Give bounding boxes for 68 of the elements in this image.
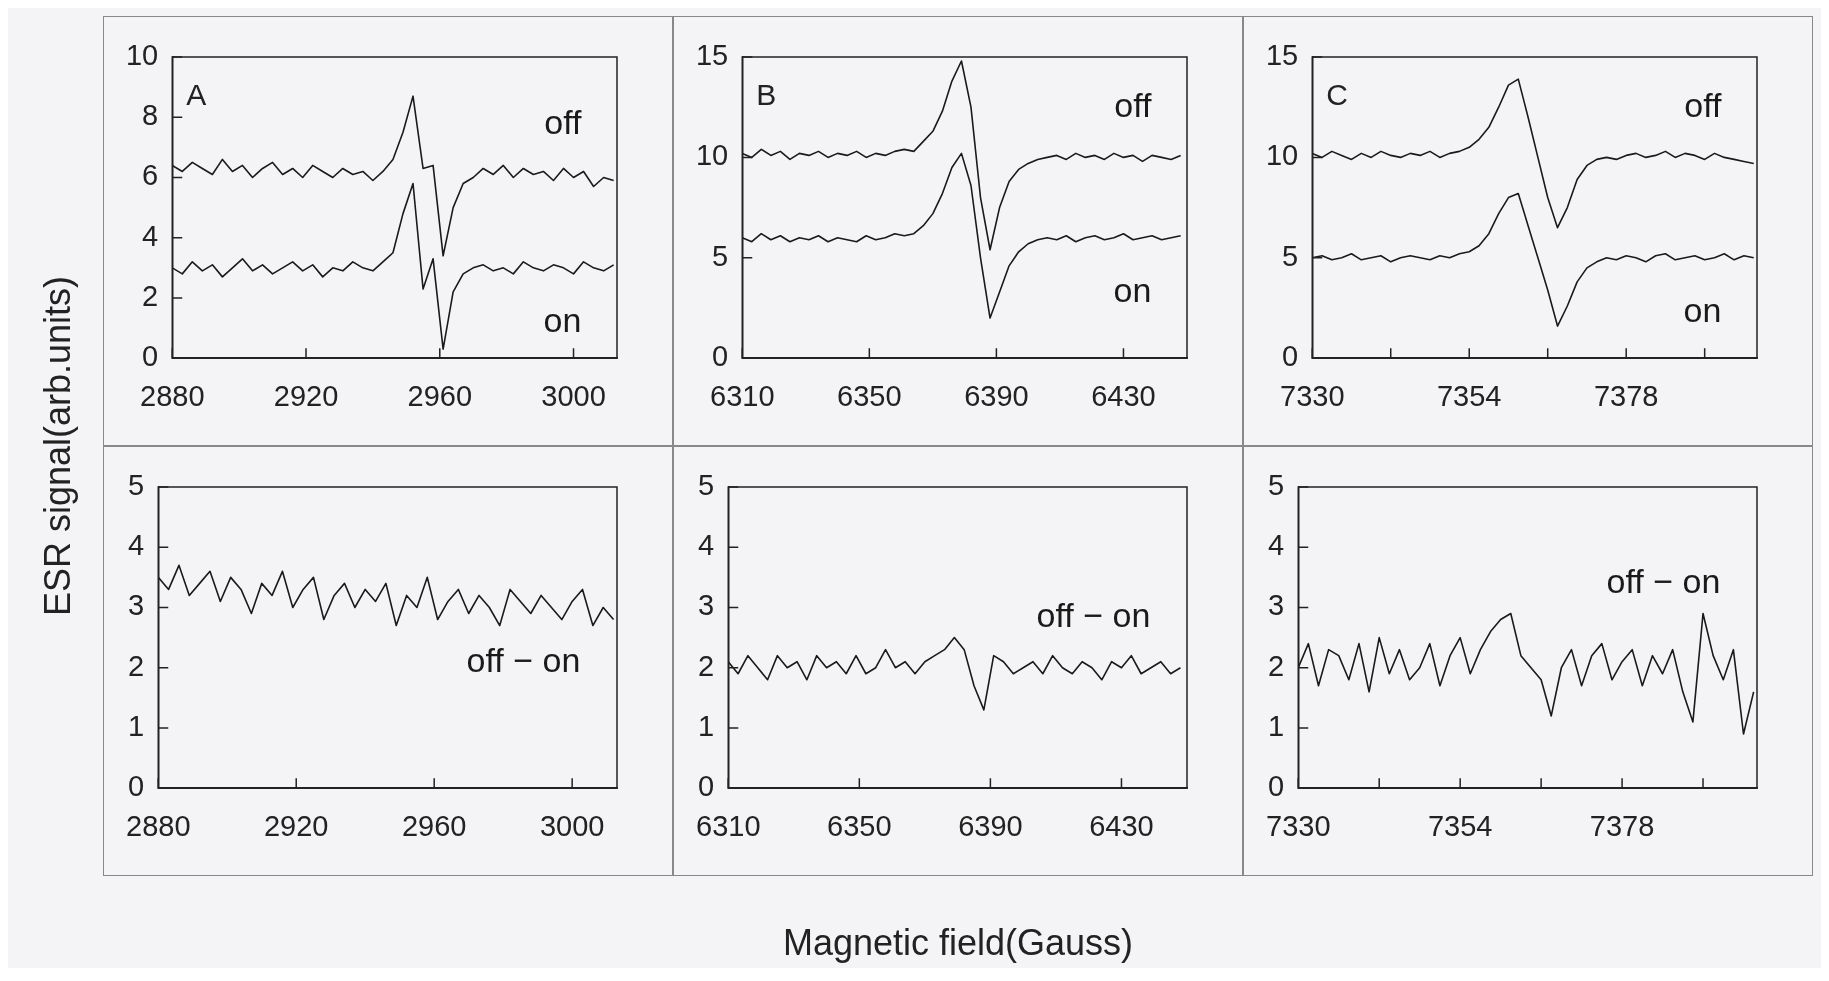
y-tick-label: 4 xyxy=(128,529,145,562)
series-label: on xyxy=(543,301,582,340)
y-tick-label: 5 xyxy=(1282,239,1299,272)
series-label: on xyxy=(1113,271,1152,310)
y-tick-label: 2 xyxy=(698,649,715,682)
x-axis-title: Magnetic field(Gauss) xyxy=(782,922,1134,964)
x-tick-label: 7378 xyxy=(1593,379,1659,412)
y-tick-label: 4 xyxy=(142,219,159,252)
y-tick-label: 1 xyxy=(128,709,145,742)
x-tick-label: 6390 xyxy=(958,809,1023,842)
x-tick-label: 2960 xyxy=(407,379,473,412)
x-tick-label: 6390 xyxy=(964,379,1029,412)
x-tick-label: 2880 xyxy=(126,809,191,842)
y-tick-label: 15 xyxy=(695,39,729,71)
x-tick-label: 3000 xyxy=(541,379,606,412)
y-tick-label: 1 xyxy=(1268,709,1285,742)
y-tick-label: 10 xyxy=(125,39,159,71)
y-tick-label: 5 xyxy=(712,239,729,272)
y-tick-label: 3 xyxy=(698,589,715,622)
y-tick-label: 15 xyxy=(1265,39,1299,71)
y-tick-label: 0 xyxy=(712,340,729,373)
y-tick-label: 0 xyxy=(142,340,159,373)
y-tick-label: 5 xyxy=(128,469,145,501)
y-tick-label: 3 xyxy=(1268,589,1285,622)
series-label: off xyxy=(1114,85,1152,124)
y-tick-label: 6 xyxy=(142,159,159,192)
y-tick-label: 0 xyxy=(1268,770,1285,803)
annotation: C xyxy=(1326,78,1348,112)
y-axis-title: ESR signal(arb.units) xyxy=(37,275,79,617)
y-tick-label: 3 xyxy=(128,589,145,622)
x-tick-label: 6350 xyxy=(837,379,902,412)
x-tick-label: 7354 xyxy=(1436,379,1502,412)
x-tick-label: 2880 xyxy=(140,379,205,412)
annotation: A xyxy=(186,78,207,112)
x-tick-label: 2960 xyxy=(401,809,467,842)
y-tick-label: 0 xyxy=(698,770,715,803)
y-tick-label: 2 xyxy=(1268,649,1285,682)
x-tick-label: 6350 xyxy=(827,809,892,842)
series-label: off − on xyxy=(466,640,581,679)
y-tick-label: 0 xyxy=(128,770,145,803)
series-label: off xyxy=(544,102,582,141)
y-tick-label: 1 xyxy=(698,709,715,742)
x-tick-label: 7330 xyxy=(1266,809,1331,842)
x-tick-label: 6310 xyxy=(696,809,761,842)
y-tick-label: 0 xyxy=(1282,340,1299,373)
x-tick-label: 6310 xyxy=(710,379,775,412)
series-label: off − on xyxy=(1036,596,1151,635)
y-tick-label: 8 xyxy=(142,99,159,132)
series-label: off − on xyxy=(1606,561,1721,600)
x-tick-label: 7354 xyxy=(1427,809,1493,842)
x-tick-label: 7378 xyxy=(1589,809,1655,842)
x-tick-label: 3000 xyxy=(539,809,605,842)
y-tick-label: 2 xyxy=(142,279,159,312)
series-label: off xyxy=(1684,85,1722,124)
x-tick-label: 6430 xyxy=(1089,809,1154,842)
y-tick-label: 5 xyxy=(698,469,715,501)
x-tick-label: 2920 xyxy=(273,379,339,412)
y-tick-label: 2 xyxy=(128,649,145,682)
y-tick-label: 5 xyxy=(1268,469,1285,501)
y-tick-label: 4 xyxy=(698,529,715,562)
y-tick-label: 4 xyxy=(1268,529,1285,562)
x-tick-label: 7330 xyxy=(1280,379,1345,412)
x-tick-label: 6430 xyxy=(1091,379,1156,412)
series-label: on xyxy=(1683,291,1722,330)
y-tick-label: 10 xyxy=(695,139,729,172)
x-tick-label: 2920 xyxy=(263,809,329,842)
annotation: B xyxy=(756,78,777,112)
y-tick-label: 10 xyxy=(1265,139,1299,172)
